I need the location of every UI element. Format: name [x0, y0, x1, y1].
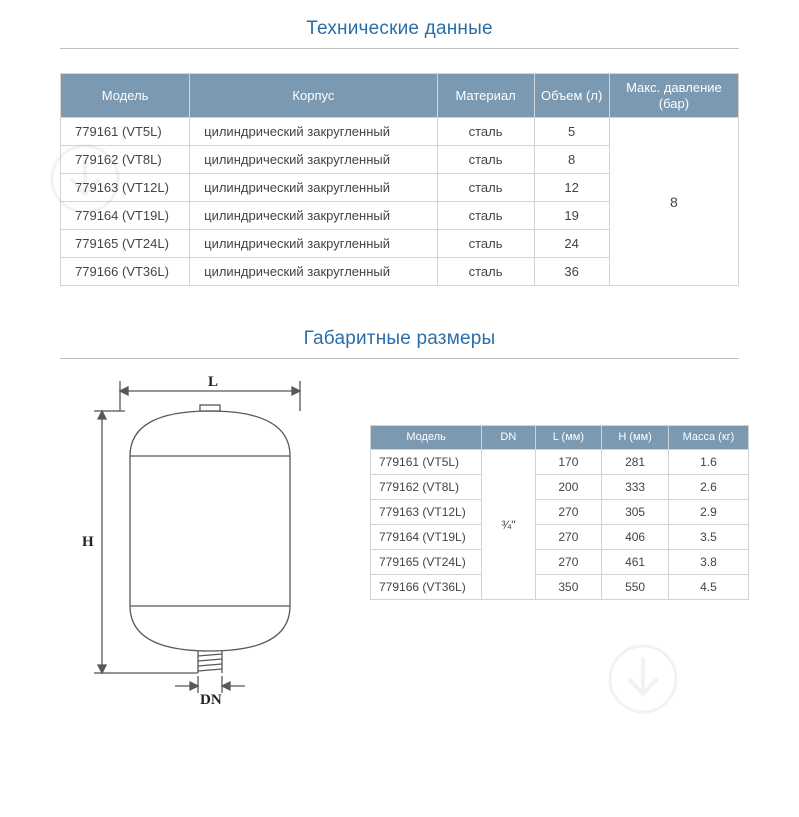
tech-col-model: Модель: [61, 74, 190, 118]
tech-table: Модель Корпус Материал Объем (л) Макс. д…: [60, 73, 739, 286]
table-row: 779161 (VT5L) ¾" 170 281 1.6: [371, 450, 749, 475]
table-row: 779164 (VT19L) 270 406 3.5: [371, 525, 749, 550]
diag-label-L: L: [208, 374, 218, 390]
dim-table-wrap: Модель DN L (мм) H (мм) Масса (кг) 77916…: [370, 425, 749, 600]
dim-col-dn: DN: [482, 426, 535, 450]
diag-label-H: H: [82, 534, 94, 550]
dim-col-mass: Масса (кг): [668, 426, 748, 450]
tank-diagram: L H DN: [70, 371, 330, 711]
table-row: 779166 (VT36L) 350 550 4.5: [371, 575, 749, 600]
dim-col-H: H (мм): [602, 426, 669, 450]
tech-divider: [60, 48, 739, 49]
tech-tbody: 779161 (VT5L) цилиндрический закругленны…: [61, 118, 739, 286]
tech-col-material: Материал: [437, 74, 534, 118]
table-row: 779161 (VT5L) цилиндрический закругленны…: [61, 118, 739, 146]
table-row: 779163 (VT12L) 270 305 2.9: [371, 500, 749, 525]
watermark-top-left: [50, 144, 120, 214]
dim-dn-cell: ¾": [482, 450, 535, 600]
tech-col-volume: Объем (л): [534, 74, 609, 118]
dim-table: Модель DN L (мм) H (мм) Масса (кг) 77916…: [370, 425, 749, 600]
tech-col-body: Корпус: [190, 74, 438, 118]
table-row: 779162 (VT8L) 200 333 2.6: [371, 475, 749, 500]
table-row: 779165 (VT24L) 270 461 3.8: [371, 550, 749, 575]
dim-tbody: 779161 (VT5L) ¾" 170 281 1.6 779162 (VT8…: [371, 450, 749, 600]
dim-col-model: Модель: [371, 426, 482, 450]
diag-label-DN: DN: [200, 692, 222, 706]
watermark-bottom-right: [608, 644, 678, 714]
dim-divider: [60, 358, 739, 359]
dim-col-L: L (мм): [535, 426, 602, 450]
tech-table-wrap: Модель Корпус Материал Объем (л) Макс. д…: [60, 73, 739, 286]
tech-title: Технические данные: [0, 18, 799, 40]
tech-col-pressure: Макс. давление (бар): [609, 74, 738, 118]
tech-pressure-cell: 8: [609, 118, 738, 286]
dim-title: Габаритные размеры: [0, 328, 799, 350]
